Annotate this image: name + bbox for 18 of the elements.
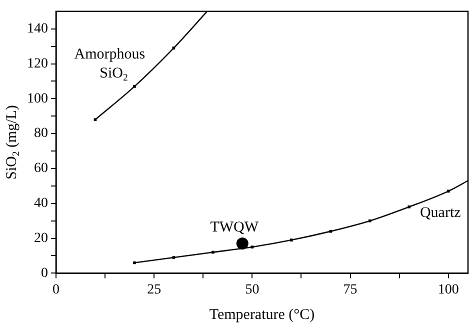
y-tick-label: 60	[34, 161, 48, 176]
x-tick-label: 0	[52, 282, 60, 298]
y-tick-label: 120	[27, 56, 48, 72]
y-tick-label: 20	[34, 230, 48, 246]
x-tick-label: 100	[438, 282, 459, 298]
y-axis-title: SiO2 (mg/L)	[4, 105, 22, 180]
series-label: TWQW	[210, 219, 260, 236]
x-axis-title: Temperature (°C)	[209, 306, 315, 323]
x-tick-label: 50	[245, 282, 260, 298]
point	[236, 238, 248, 250]
x-tick-label: 25	[147, 282, 162, 298]
y-tick-label: 40	[34, 196, 48, 212]
y-tick-label: 100	[27, 91, 48, 106]
y-tick-label: 140	[27, 22, 48, 37]
y-tick-label: 80	[34, 126, 48, 142]
series-label: Quartz	[420, 205, 462, 222]
y-tick-label: 0	[41, 266, 48, 281]
x-tick-label: 75	[343, 282, 358, 298]
